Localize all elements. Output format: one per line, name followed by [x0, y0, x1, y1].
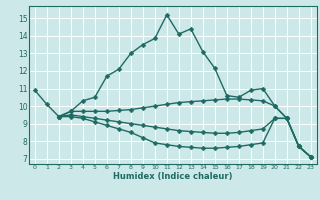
X-axis label: Humidex (Indice chaleur): Humidex (Indice chaleur) — [113, 172, 233, 181]
